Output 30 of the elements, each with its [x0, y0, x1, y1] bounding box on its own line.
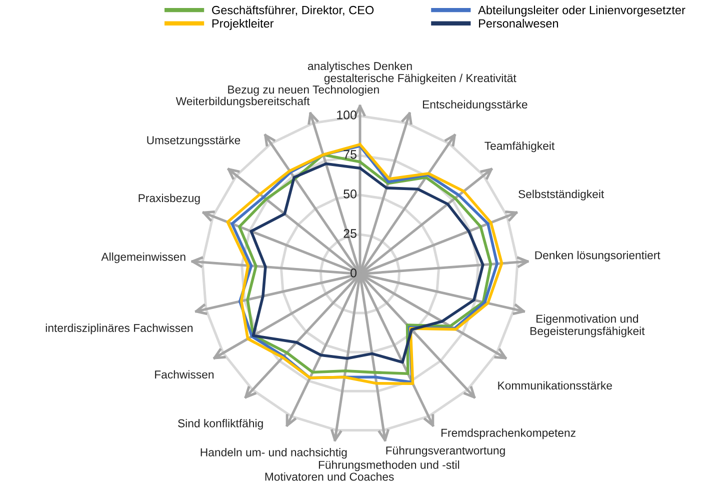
- y-tick-label: 75: [344, 150, 356, 159]
- legend-label: Geschäftsführer, Direktor, CEO: [212, 6, 374, 16]
- spoke-label: Umsetzungsstärke: [147, 136, 240, 147]
- spoke-label: Allgemeinwissen: [101, 252, 186, 264]
- spoke-label: Kommunikationsstärke: [498, 381, 612, 390]
- legend-label: Projektleiter: [212, 18, 274, 30]
- spoke-label: Führungsmethoden und -stil: [318, 460, 460, 472]
- spoke-label: Bezug zu neuen Technologien: [228, 85, 379, 96]
- y-tick-label: 25: [344, 229, 356, 238]
- spoke-label: Führungsverantwortung: [386, 446, 505, 457]
- spoke-label: Sind konfliktfähig: [178, 418, 263, 430]
- spoke-label: Eigenmotivation und Begeisterungsfähigkeit: [530, 314, 645, 338]
- spoke-label: Selbstständigkeit: [518, 190, 604, 200]
- spoke-label: Teamfähigkeit: [484, 142, 555, 152]
- spoke-label: Denken lösungsorientiert: [535, 250, 660, 262]
- legend-label: Abteilungsleiter oder Linienvorgesetzter: [478, 6, 686, 17]
- legend-label: Personalwesen: [479, 18, 558, 28]
- spoke-label: Fremdsprachenkompetenz: [441, 428, 576, 440]
- spoke-label: gestalterische Fähigkeiten / Kreativität: [324, 74, 516, 84]
- spoke-label: Weiterbildungsbereitschaft: [176, 96, 310, 108]
- y-tick-label: 0: [350, 268, 357, 278]
- spoke-label: interdisziplinäres Fachwissen: [46, 324, 193, 334]
- spoke-label: Entscheidungsstärke: [422, 100, 528, 111]
- y-tick-label: 100: [337, 110, 357, 120]
- y-tick-label: 50: [344, 190, 357, 198]
- spoke-label: Praxisbezug: [138, 194, 200, 204]
- spoke-label: Handeln um- und nachsichtig: [200, 448, 347, 459]
- spoke-label: Motivatoren und Coaches: [265, 472, 394, 481]
- spoke-label: analytisches Denken: [308, 62, 412, 72]
- spoke-label: Fachwissen: [155, 370, 214, 379]
